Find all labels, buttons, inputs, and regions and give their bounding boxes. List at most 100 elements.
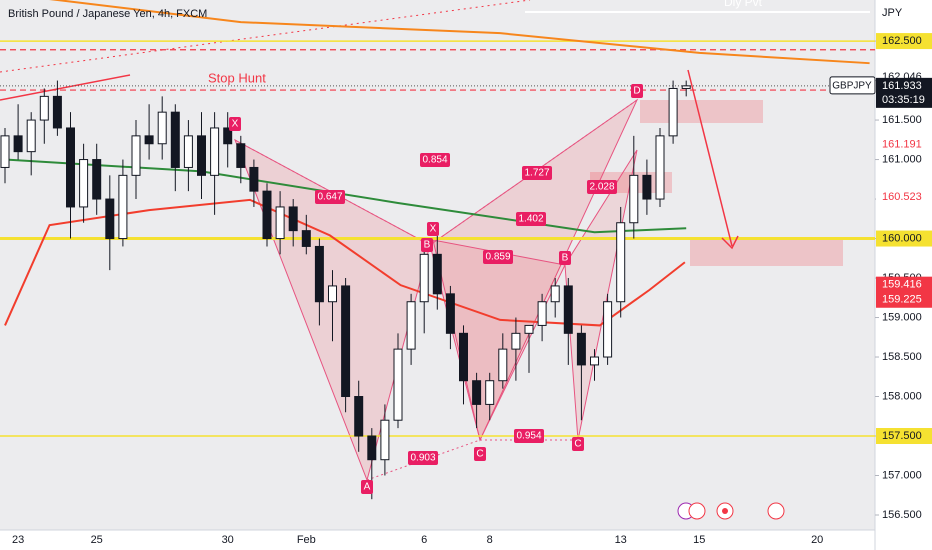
y-tick-label: 161.000 [882,153,922,165]
ratio-label: 0.647 [317,192,342,203]
arrow-head [721,235,739,250]
candle-body [406,301,416,350]
last-price-box [876,77,932,108]
candle-body [524,324,534,334]
x-tick-label: 23 [12,534,24,546]
price-label-box [876,291,932,308]
x-tick-label: 6 [421,534,427,546]
event-icon[interactable] [688,502,706,520]
x-tick-label: 15 [693,534,705,546]
candle-body [563,285,573,334]
candle-body [445,293,455,334]
y-tick-label: 156.500 [882,509,922,521]
ratio-box [420,153,450,167]
pivot-label: Dly Pvt [724,0,763,9]
pattern-point-box [421,238,433,252]
x-tick-label: 30 [222,534,234,546]
ratio-box [587,180,617,194]
candle-body [79,159,89,208]
price-label-box [876,428,932,445]
candle-body [537,301,547,326]
moving-average [4,198,686,327]
candle-body [472,380,482,405]
candle-body [681,85,691,89]
ratio-box [522,166,552,180]
pattern-point: D [633,86,640,97]
pattern-point-box [631,84,643,98]
zone [690,238,843,266]
pattern-point-box [474,447,486,461]
ratio-box [514,429,544,443]
candle-body [380,419,390,461]
price-label: 157.500 [882,430,922,442]
zone [640,100,763,123]
candle-body [0,135,10,168]
x-tick-label: 13 [615,534,627,546]
y-tick-label: 159.000 [882,311,922,323]
moving-average [49,0,870,65]
price-label: 159.416 [882,279,922,291]
candle-body [393,348,403,421]
trend-line [0,0,531,73]
candle-body [249,166,259,192]
candle-body [118,174,128,240]
candle-body [576,332,586,366]
pattern-point: X [430,224,437,235]
candle-body [511,332,521,350]
candle-body [92,159,102,200]
candle-body [642,174,652,200]
candle-body [550,285,560,303]
candle-body [210,127,220,176]
candle-body [39,95,49,121]
candle-body [13,135,23,153]
candle-body [367,435,377,461]
trend-line [0,74,131,101]
candle-body [301,230,311,247]
pattern-point-box [572,437,584,451]
x-tick-label: 8 [487,534,493,546]
ratio-label: 2.028 [589,182,614,193]
price-label-box [876,136,932,153]
pattern-point: C [476,449,483,460]
ratio-label: 1.402 [518,214,543,225]
chart-title: British Pound / Japanese Yen, 4h, FXCM [8,8,207,20]
candle-body [485,380,495,405]
candle-body [341,285,351,398]
price-label-box [876,276,932,293]
annotation: Stop Hunt [208,70,266,85]
pattern-point: C [574,439,581,450]
candle-body [66,127,75,208]
candle-body [419,253,429,303]
x-tick-label: Feb [297,534,316,546]
candle-body [170,111,180,168]
countdown: 03:35:19 [882,94,925,106]
candle-body [26,119,36,153]
candle-body [262,190,272,240]
ratio-box [516,212,546,226]
ratio-label: 0.903 [410,453,435,464]
candle-body [288,206,298,232]
candle-body [197,135,206,176]
x-tick-label: 20 [811,534,823,546]
candle-body [328,285,337,303]
ratio-label: 1.727 [524,168,549,179]
event-icon[interactable] [767,502,785,520]
candle-body [223,127,233,145]
ratio-label: 0.859 [485,252,510,263]
ratio-box [315,190,345,204]
y-tick-label: 161.500 [882,114,922,126]
pattern-point: X [232,119,239,130]
price-label: 160.000 [882,232,922,244]
candle-body [236,143,246,168]
candle-body [655,135,665,200]
x-tick-label: 25 [91,534,103,546]
price-label-box [876,189,932,206]
price-label: 162.500 [882,35,922,47]
ratio-label: 0.954 [516,431,541,442]
pattern-point-box [229,117,241,131]
pattern-point-box [559,251,571,265]
currency: JPY [882,7,903,19]
pattern-point: B [424,240,431,251]
pattern-point-box [427,222,439,236]
